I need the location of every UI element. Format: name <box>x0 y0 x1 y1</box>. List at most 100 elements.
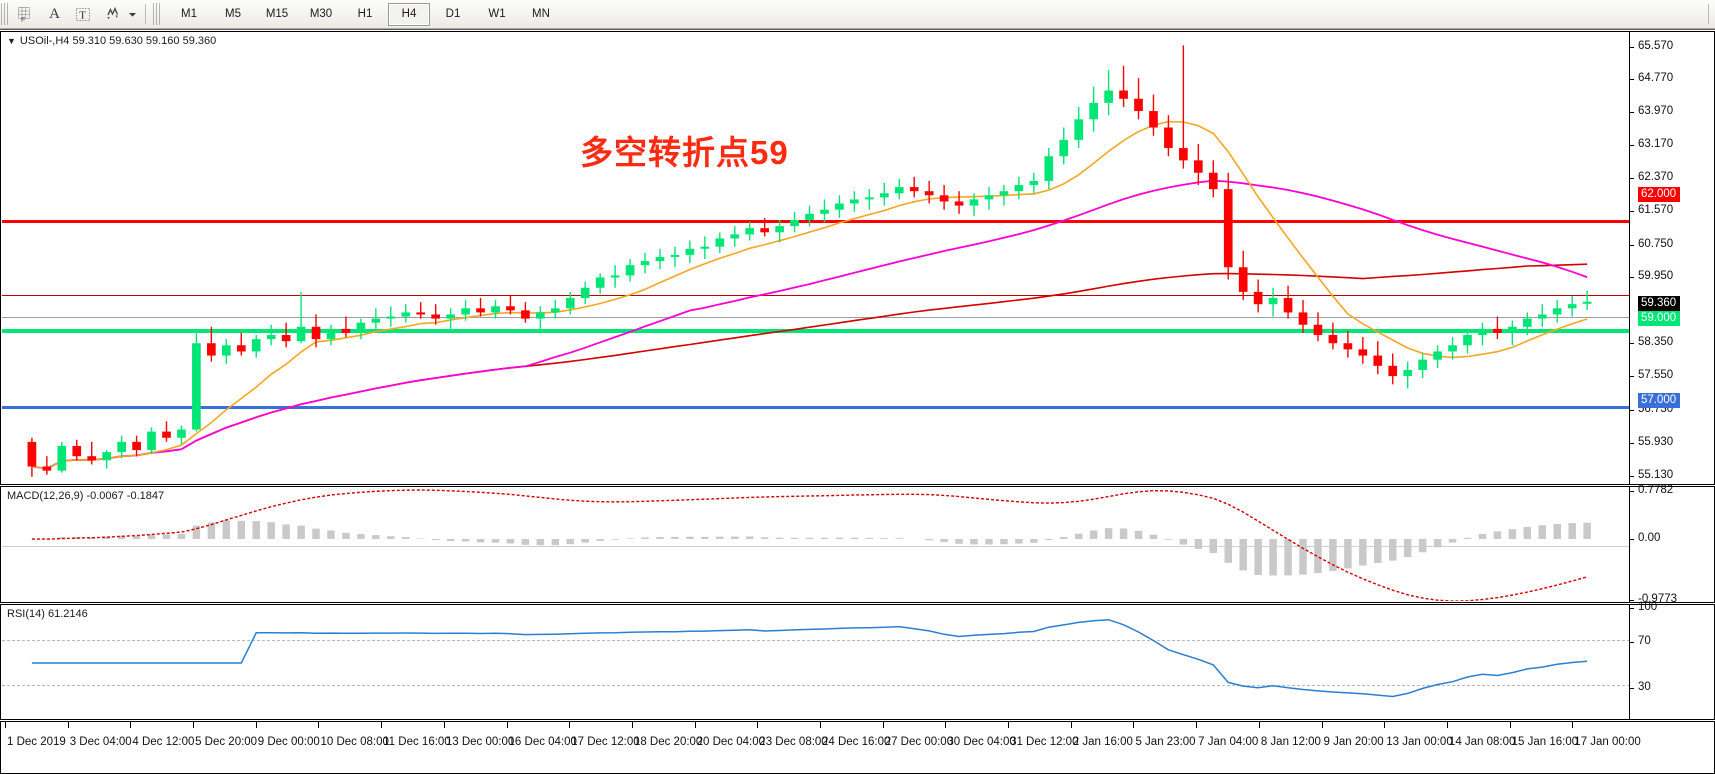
time-tick-label: 20 Dec 04:00 <box>696 736 766 748</box>
collapse-triangle-icon[interactable]: ▼ <box>7 36 16 46</box>
time-tick-label: 8 Jan 12:00 <box>1260 736 1321 748</box>
time-tick-mark <box>757 722 759 728</box>
time-tick-label: 13 Dec 00:00 <box>445 736 515 748</box>
macd-pane[interactable]: MACD(12,26,9) -0.0067 -0.1847 0.7782 0.00… <box>0 483 1715 604</box>
time-tick-mark <box>5 722 6 728</box>
time-tick-mark <box>381 722 383 728</box>
macd-tick-label: 0.7782 <box>1638 483 1674 496</box>
rsi-level-70 <box>2 640 1630 641</box>
price-tick-label: 60.750 <box>1638 237 1674 250</box>
price-badge-label: 59.360 <box>1638 295 1681 311</box>
timeframe-group: M1 M5 M15 M30 H1 H4 D1 W1 MN <box>167 2 563 26</box>
time-tick-label: 13 Jan 00:00 <box>1386 736 1453 748</box>
time-tick-mark <box>1446 722 1448 728</box>
price-tick-label: 59.950 <box>1638 270 1674 283</box>
time-tick-mark <box>443 722 445 728</box>
time-tick-mark <box>1384 722 1386 728</box>
objects-icon[interactable] <box>99 2 126 26</box>
price-badge-label: 59.000 <box>1638 310 1681 326</box>
macd-tick-label: 0.00 <box>1638 531 1661 544</box>
rsi-pane-label: RSI(14) 61.2146 <box>7 608 88 620</box>
svg-text:F: F <box>21 17 25 23</box>
time-tick-label: 16 Dec 04:00 <box>508 736 577 748</box>
level-line-62 <box>2 220 1630 223</box>
time-tick-mark <box>1070 722 1072 728</box>
price-badge-label: 62.000 <box>1638 187 1681 203</box>
timeframe-m5[interactable]: M5 <box>225 8 241 20</box>
price-axis[interactable]: 65.570 64.770 63.970 63.170 62.370 61.570 60.7… <box>1629 32 1714 484</box>
price-tick-label: 63.970 <box>1638 105 1674 118</box>
time-tick-label: 4 Dec 12:00 <box>132 736 195 748</box>
time-tick-label: 9 Dec 00:00 <box>257 736 320 748</box>
rsi-pane[interactable]: RSI(14) 61.2146 100 70 30 <box>0 601 1715 720</box>
time-tick-label: 10 Dec 08:00 <box>320 736 389 748</box>
time-tick-label: 31 Dec 12:00 <box>1010 736 1079 748</box>
macd-zero-line <box>2 546 1630 547</box>
timeframe-h1[interactable]: H1 <box>357 8 373 20</box>
price-pane[interactable]: ▼ USOil-,H4 59.310 59.630 59.160 59.360 多… <box>0 31 1715 485</box>
level-line-57 <box>2 406 1630 409</box>
rsi-tick-label: 30 <box>1638 680 1651 693</box>
timeframe-mn[interactable]: MN <box>532 8 550 20</box>
timeframe-grip[interactable] <box>153 3 162 25</box>
rsi-axis[interactable]: 100 70 30 <box>1629 601 1714 719</box>
rsi-series-layer <box>31 618 1588 698</box>
price-tick-label: 62.370 <box>1638 171 1674 184</box>
price-tick-label: 63.170 <box>1638 138 1674 151</box>
price-badge-label: 57.000 <box>1638 392 1681 408</box>
timeframe-h4[interactable]: H4 <box>388 2 430 26</box>
text-font-icon[interactable]: A <box>49 5 60 22</box>
time-tick-mark <box>820 722 821 728</box>
time-tick-label: 17 Jan 00:00 <box>1574 736 1641 748</box>
time-tick-mark <box>945 722 947 728</box>
timeframe-m30[interactable]: M30 <box>309 8 333 20</box>
timeframe-m15[interactable]: M15 <box>265 8 289 20</box>
level-line-59 <box>2 329 1630 333</box>
timeframe-w1[interactable]: W1 <box>488 8 506 20</box>
timeframe-d1[interactable]: D1 <box>445 8 461 20</box>
time-tick-label: 7 Jan 04:00 <box>1198 736 1259 748</box>
time-tick-mark <box>569 722 571 728</box>
time-tick-label: 15 Jan 16:00 <box>1511 736 1579 748</box>
price-plot-area[interactable]: 多空转折点59 <box>2 33 1630 483</box>
rsi-tick-label: 100 <box>1638 601 1658 613</box>
time-tick-label: 24 Dec 16:00 <box>822 736 891 748</box>
toolbar-grip[interactable] <box>1 3 10 25</box>
chart-frame: ▼ USOil-,H4 59.310 59.630 59.160 59.360 多… <box>0 29 1715 774</box>
chevron-down-icon[interactable] <box>126 2 139 26</box>
macd-tick-label: -0.9773 <box>1638 592 1678 605</box>
chart-grid-icon[interactable]: F <box>12 2 39 26</box>
time-tick-mark <box>882 722 884 728</box>
price-series-layer <box>27 45 1592 477</box>
price-tick-label: 55.130 <box>1638 468 1674 481</box>
macd-pane-label: MACD(12,26,9) -0.0067 -0.1847 <box>7 490 165 502</box>
macd-plot-area[interactable] <box>2 488 1630 601</box>
price-tick-label: 65.570 <box>1638 39 1674 52</box>
price-tick-label: 57.550 <box>1638 369 1674 382</box>
time-tick-mark <box>1509 722 1511 728</box>
price-tick-label: 64.770 <box>1638 72 1674 85</box>
time-tick-mark <box>1258 722 1260 728</box>
timeframe-m1[interactable]: M1 <box>181 8 197 20</box>
time-tick-label: 5 Dec 20:00 <box>195 736 258 748</box>
price-tick-label: 55.930 <box>1638 435 1674 448</box>
time-tick-label: 30 Dec 04:00 <box>947 736 1016 748</box>
price-tick-label: 61.570 <box>1638 203 1674 216</box>
level-line-59950 <box>2 295 1630 296</box>
time-tick-label: 11 Dec 16:00 <box>383 736 451 748</box>
price-pane-label: ▼ USOil-,H4 59.310 59.630 59.160 59.360 <box>7 35 217 47</box>
text-label-icon[interactable]: T <box>70 2 97 26</box>
time-axis[interactable]: 1 Dec 2019 3 Dec 04:00 4 Dec 12:00 5 Dec 20… <box>0 721 1715 774</box>
time-tick-label: 3 Dec 04:00 <box>69 736 132 748</box>
time-tick-label: 14 Jan 08:00 <box>1448 736 1516 748</box>
macd-axis[interactable]: 0.7782 0.00 -0.9773 <box>1629 483 1714 604</box>
time-tick-mark <box>1008 722 1010 728</box>
time-tick-label: 2 Jan 16:00 <box>1072 736 1133 748</box>
toolbar-divider-right <box>1708 4 1709 24</box>
time-tick-label: 9 Jan 20:00 <box>1323 736 1384 748</box>
time-tick-mark <box>506 722 508 728</box>
rsi-plot-area[interactable] <box>2 606 1630 718</box>
toolbar-divider <box>145 4 146 24</box>
time-tick-mark <box>130 722 132 728</box>
time-tick-label: 18 Dec 20:00 <box>633 736 703 748</box>
